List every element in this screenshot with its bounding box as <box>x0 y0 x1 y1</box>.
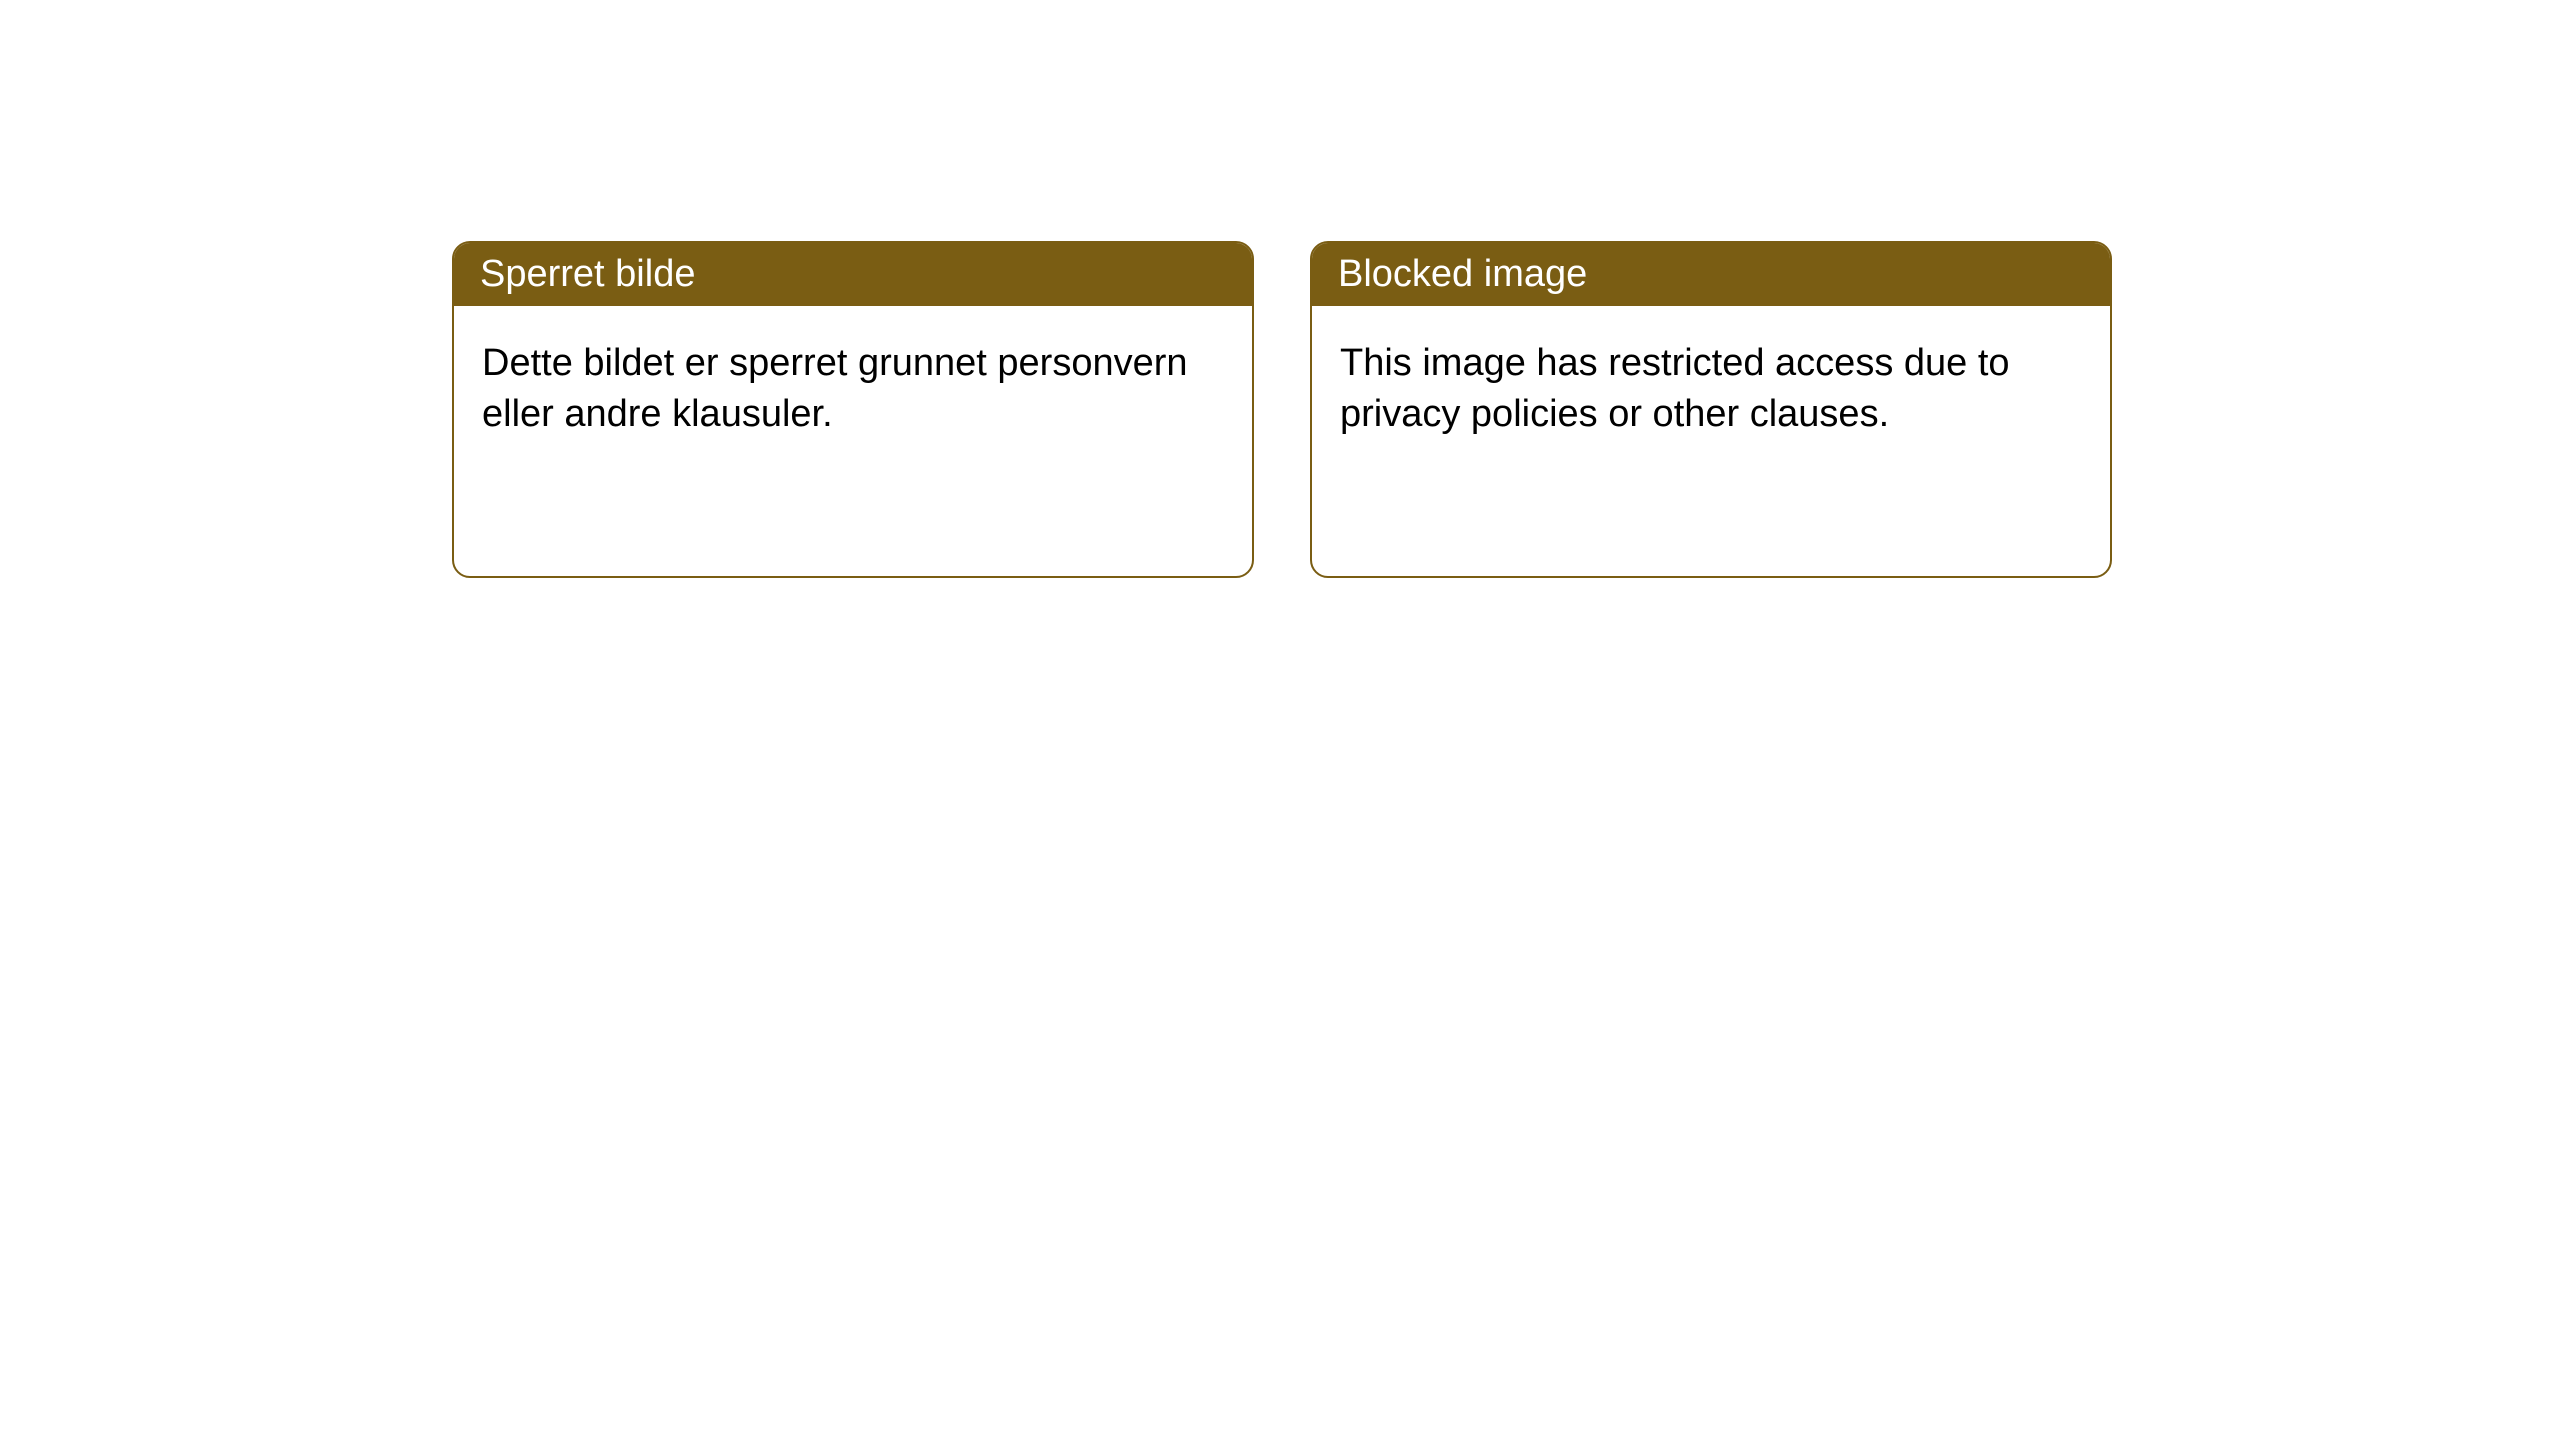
notice-header: Sperret bilde <box>454 243 1252 306</box>
notice-container: Sperret bilde Dette bildet er sperret gr… <box>0 0 2560 578</box>
notice-body-text: This image has restricted access due to … <box>1340 342 2010 435</box>
notice-title: Blocked image <box>1338 253 1587 295</box>
notice-body: Dette bildet er sperret grunnet personve… <box>454 306 1252 576</box>
notice-header: Blocked image <box>1312 243 2110 306</box>
notice-body: This image has restricted access due to … <box>1312 306 2110 576</box>
notice-title: Sperret bilde <box>480 253 695 295</box>
notice-card-norwegian: Sperret bilde Dette bildet er sperret gr… <box>452 241 1254 578</box>
notice-card-english: Blocked image This image has restricted … <box>1310 241 2112 578</box>
notice-body-text: Dette bildet er sperret grunnet personve… <box>482 342 1188 435</box>
